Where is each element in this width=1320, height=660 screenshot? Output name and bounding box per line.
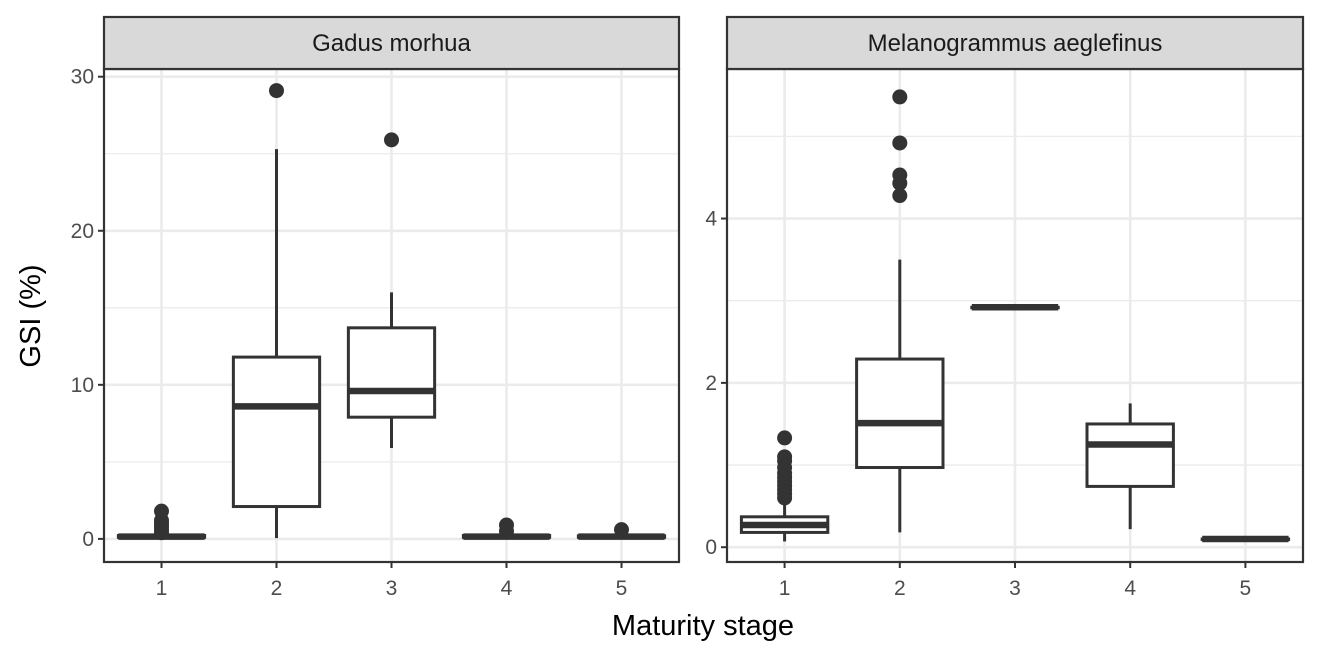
x-tick-label: 1	[779, 577, 791, 600]
y-tick-label: 4	[705, 208, 717, 231]
x-tick-label: 4	[501, 577, 513, 600]
box-2	[231, 83, 322, 539]
y-tick-label: 2	[705, 372, 717, 395]
outlier-point	[384, 132, 399, 148]
outlier-point	[892, 135, 908, 151]
box-iqr	[231, 355, 322, 509]
strip-title: Melanogrammus aeglefinus	[868, 30, 1163, 57]
panel-2: Melanogrammus aeglefinus 0 2 4 1 2 3 4 5	[705, 15, 1305, 600]
x-tick-label: 5	[1240, 577, 1252, 600]
box-iqr	[855, 357, 945, 470]
outlier-point	[154, 503, 169, 519]
strip-background	[725, 15, 1305, 71]
outlier-point	[269, 83, 284, 99]
x-axis-title: Maturity stage	[612, 610, 794, 642]
outlier-point	[892, 167, 908, 183]
y-tick-label: 10	[71, 374, 94, 397]
x-tick-label: 3	[1009, 577, 1021, 600]
box-3	[970, 304, 1060, 311]
outlier-point	[777, 430, 793, 446]
x-tick-label: 2	[271, 577, 283, 600]
box-iqr	[346, 326, 437, 419]
box-3	[346, 132, 437, 448]
y-tick-label: 0	[82, 528, 94, 551]
strip-title: Gadus morhua	[312, 30, 471, 57]
box-4	[461, 517, 552, 540]
box-1	[116, 503, 207, 541]
outlier-point	[499, 517, 514, 533]
x-tick-label: 5	[616, 577, 628, 600]
strip-background	[102, 15, 681, 71]
box-5	[1200, 535, 1291, 543]
y-tick-label: 30	[71, 66, 94, 89]
x-tick-label: 3	[386, 577, 398, 600]
box-iqr	[1085, 422, 1175, 488]
box-5	[576, 522, 667, 540]
outlier-point	[892, 188, 908, 204]
x-tick-label: 1	[156, 577, 168, 600]
x-tick-label: 2	[894, 577, 906, 600]
outlier-point	[777, 449, 793, 465]
y-tick-label: 0	[705, 536, 717, 559]
box-1	[739, 430, 830, 542]
x-tick-label: 4	[1124, 577, 1136, 600]
y-tick-label: 20	[71, 220, 94, 243]
outlier-point	[614, 522, 629, 538]
box-4	[1085, 403, 1175, 530]
y-axis-title: GSI (%)	[15, 264, 47, 367]
outlier-point	[892, 89, 908, 105]
panel-1: Gadus morhua 0 10 20 30 1 2 3 4 5	[71, 15, 681, 600]
box-2	[855, 89, 945, 533]
